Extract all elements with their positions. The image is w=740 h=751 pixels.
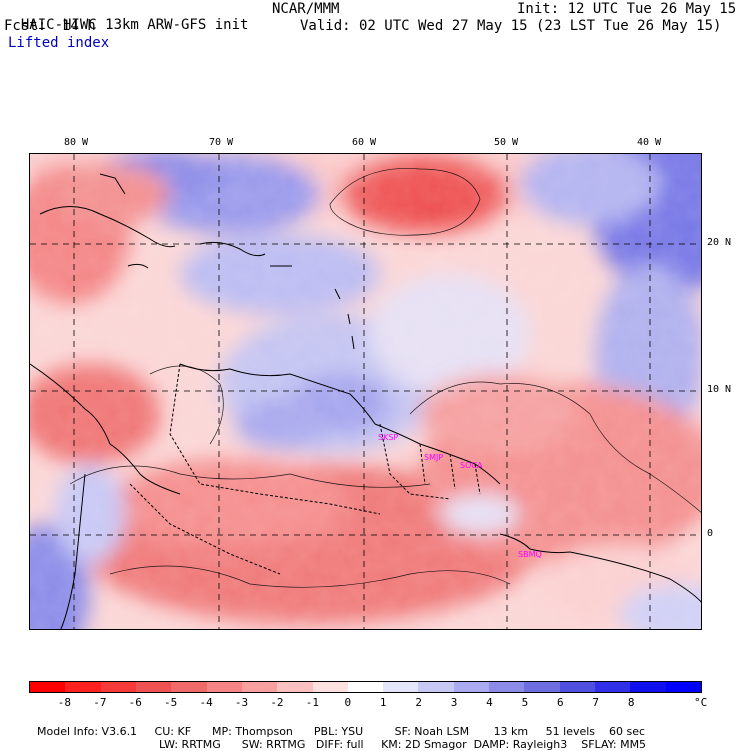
colorbar-tick-label: 5	[521, 696, 529, 709]
lifted-index-map: SKSP SMJP SOCA SBMQ	[29, 153, 702, 630]
station-label: SBMQ	[518, 550, 542, 559]
colorbar-tick-label: -3	[234, 696, 249, 709]
colorbar	[29, 681, 702, 693]
colorbar-tick-label: 7	[592, 696, 600, 709]
colorbar-tick-label: 8	[627, 696, 635, 709]
forecast-hours: 14 h	[62, 18, 96, 34]
colorbar-tick-label: -8	[57, 696, 72, 709]
colorbar-swatch	[630, 682, 666, 692]
init-time: Init: 12 UTC Tue 26 May 15	[517, 1, 737, 17]
map-field-svg	[30, 154, 701, 629]
colorbar-swatch	[206, 682, 242, 692]
lat-label-0: 0	[707, 528, 714, 539]
lon-label-40w: 40 W	[637, 137, 662, 148]
colorbar-swatch	[347, 682, 384, 692]
colorbar-swatch	[559, 682, 595, 692]
lat-label-10n: 10 N	[707, 384, 732, 395]
lat-label-20n: 20 N	[707, 237, 732, 248]
agency-label: NCAR/MMM	[272, 1, 340, 17]
colorbar-swatch	[595, 682, 631, 692]
colorbar-tick-label: -1	[305, 696, 319, 709]
colorbar-swatch	[383, 682, 419, 692]
colorbar-tick-label: -6	[128, 696, 142, 709]
lon-label-80w: 80 W	[64, 137, 89, 148]
colorbar-swatch	[418, 682, 454, 692]
colorbar-tick-label: -7	[93, 696, 107, 709]
station-label: SKSP	[378, 433, 399, 442]
colorbar-swatch	[100, 682, 136, 692]
colorbar-swatch	[524, 682, 560, 692]
colorbar-swatch	[665, 682, 701, 692]
field-name: Lifted index	[8, 35, 110, 51]
colorbar-swatch	[312, 682, 348, 692]
graticule	[30, 154, 701, 629]
colorbar-swatch	[65, 682, 101, 692]
valid-time: Valid: 02 UTC Wed 27 May 15 (23 LST Tue …	[300, 18, 722, 34]
colorbar-tick-label: -2	[270, 696, 284, 709]
lon-label-50w: 50 W	[494, 137, 519, 148]
station-label: SOCA	[460, 461, 483, 470]
coastlines	[30, 173, 701, 629]
station-label: SMJP	[424, 453, 444, 462]
colorbar-swatch	[453, 682, 490, 692]
contours	[69, 168, 701, 588]
model-info-line1: Model Info: V3.6.1 CU: KF MP: Thompson P…	[37, 725, 646, 738]
lon-label-60w: 60 W	[352, 137, 377, 148]
colorbar-swatch	[489, 682, 525, 692]
model-info-line2: LW: RRTMG SW: RRTMG DIFF: full KM: 2D Sm…	[159, 738, 647, 751]
lon-label-70w: 70 W	[209, 137, 234, 148]
colorbar-swatch	[171, 682, 207, 692]
model-title: HAIC-HIWC 13km ARW-GFS init	[20, 17, 249, 33]
forecast-label: Fcst:	[4, 18, 47, 34]
colorbar-tick-label: 1	[379, 696, 387, 709]
colorbar-swatch	[277, 682, 313, 692]
colorbar-tick-label: 0	[344, 696, 352, 709]
colorbar-tick-label: 2	[415, 696, 422, 709]
colorbar-swatch	[241, 682, 278, 692]
colorbar-unit: °C	[694, 696, 708, 709]
colorbar-tick-label: 6	[557, 696, 564, 709]
colorbar-tick-label: -4	[199, 696, 213, 709]
colorbar-swatch	[135, 682, 172, 692]
colorbar-tick-label: 3	[450, 696, 458, 709]
colorbar-swatch	[30, 682, 66, 692]
colorbar-tick-label: 4	[486, 696, 493, 709]
colorbar-tick-label: -5	[164, 696, 178, 709]
